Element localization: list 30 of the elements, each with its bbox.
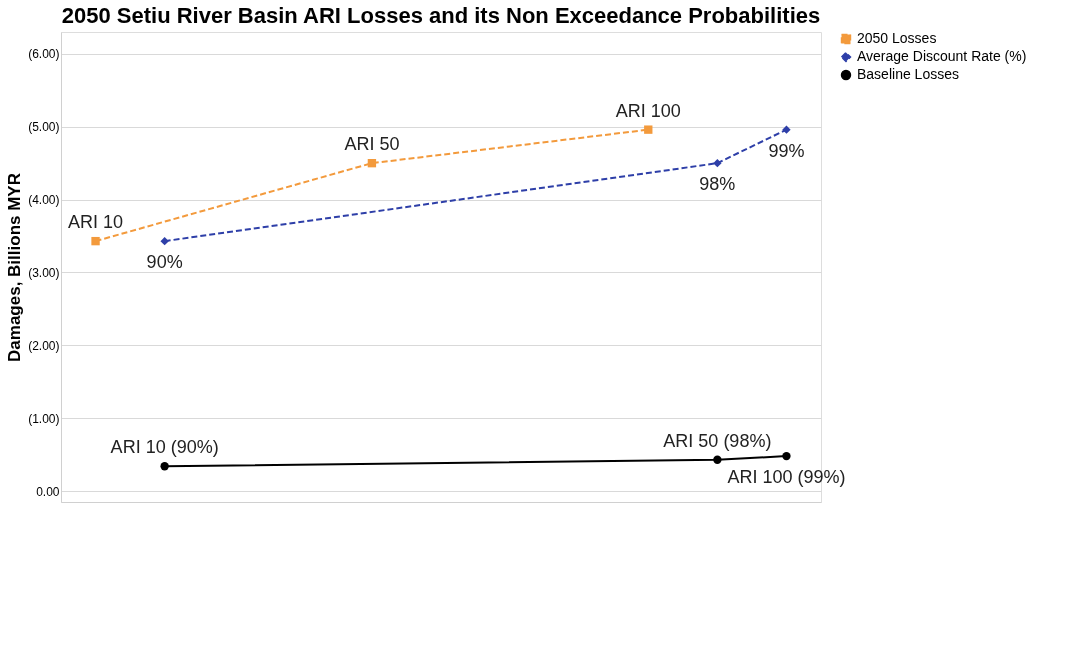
annotation: ARI 50: [344, 134, 400, 155]
point: [91, 236, 100, 246]
annotation: 98%: [699, 174, 736, 195]
chart-title: 2050 Setiu River Basin ARI Losses and its Non Exceedance Probabilities: [61, 3, 821, 28]
y-axis-title: Damages, Billions MYR: [5, 173, 25, 362]
annotation: ARI 10: [68, 212, 124, 233]
point: [367, 158, 377, 168]
annotation: ARI 100 (99%): [727, 467, 846, 488]
point: [644, 125, 653, 134]
y-tick-label: (1.00): [28, 411, 60, 426]
legend-label: Average Discount Rate (%): [857, 48, 1027, 64]
legend-label: 2050 Losses: [857, 30, 937, 46]
y-tick-label: (3.00): [28, 265, 60, 280]
point: [782, 451, 791, 461]
point: [713, 455, 722, 464]
annotation: 99%: [768, 140, 805, 161]
y-tick-label: (6.00): [28, 47, 60, 62]
y-tick-label: (2.00): [28, 338, 60, 353]
annotation: ARI 50 (98%): [663, 430, 772, 451]
annotation: ARI 100: [615, 100, 681, 121]
point: [160, 462, 169, 471]
point: [713, 158, 722, 168]
point: [160, 236, 169, 246]
annotation: ARI 10 (90%): [110, 437, 219, 458]
legend-label: Baseline Losses: [857, 66, 959, 82]
annotation: 90%: [146, 252, 183, 273]
y-tick-label: (5.00): [28, 120, 60, 135]
point: [782, 125, 791, 134]
y-tick-label: (4.00): [28, 193, 60, 208]
y-tick-label: 0.00: [36, 484, 60, 499]
